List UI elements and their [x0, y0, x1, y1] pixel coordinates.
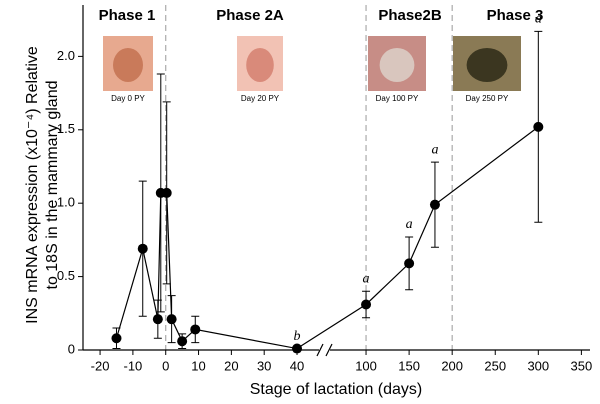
photo-caption: Day 250 PY: [466, 94, 509, 103]
data-point: [533, 121, 544, 132]
phase-label: Phase2B: [378, 7, 442, 24]
y-tick-label: 0: [68, 341, 75, 356]
data-point: [429, 199, 440, 210]
phase-label: Phase 1: [99, 7, 156, 24]
x-tick-label: 150: [398, 358, 420, 373]
data-point: [361, 299, 372, 310]
x-tick-label: -20: [91, 358, 110, 373]
y-tick-label: 0.5: [57, 268, 75, 283]
significance-letter: a: [535, 12, 542, 27]
significance-letter: a: [406, 217, 413, 232]
phase-label: Phase 2A: [216, 7, 284, 24]
significance-letter: a: [431, 142, 438, 157]
data-point: [161, 187, 172, 198]
x-tick-label: 20: [224, 358, 238, 373]
x-tick-label: 200: [441, 358, 463, 373]
data-point: [137, 243, 148, 254]
break-gap: [319, 340, 330, 360]
data-point: [190, 324, 201, 335]
data-point: [404, 258, 415, 269]
photo-caption: Day 100 PY: [376, 94, 419, 103]
data-point: [152, 314, 163, 325]
photo-caption: Day 0 PY: [111, 94, 145, 103]
photo-subject: [379, 48, 415, 82]
y-tick-label: 2.0: [57, 48, 75, 63]
break-mark: [316, 343, 333, 357]
x-tick-label: -10: [123, 358, 142, 373]
data-point: [292, 343, 303, 354]
significance-letter: b: [294, 329, 301, 344]
x-tick-label: 10: [191, 358, 205, 373]
photo-subject: [113, 48, 143, 82]
data-line: [115, 126, 539, 350]
photo-subject: [246, 48, 274, 82]
phase-label: Phase 3: [487, 7, 544, 24]
data-point: [111, 333, 122, 344]
x-tick-label: 250: [484, 358, 506, 373]
x-tick-label: 0: [162, 358, 169, 373]
y-tick-label: 1.5: [57, 121, 75, 136]
x-tick-label: 350: [571, 358, 593, 373]
photo-caption: Day 20 PY: [241, 94, 280, 103]
photo-subject: [466, 48, 508, 82]
data-point: [166, 314, 177, 325]
y-axis-title: INS mRNA expression (x10⁻⁴) Relative: [24, 46, 41, 324]
x-tick-label: 40: [290, 358, 304, 373]
x-tick-label: 300: [527, 358, 549, 373]
y-tick-label: 1.0: [57, 195, 75, 210]
x-tick-label: 30: [257, 358, 271, 373]
y-axis-title: to 18S in the mammary gland: [44, 81, 61, 290]
x-tick-label: 100: [355, 358, 377, 373]
data-point: [177, 336, 188, 347]
x-axis-title: Stage of lactation (days): [250, 381, 423, 398]
significance-letter: a: [363, 271, 370, 286]
